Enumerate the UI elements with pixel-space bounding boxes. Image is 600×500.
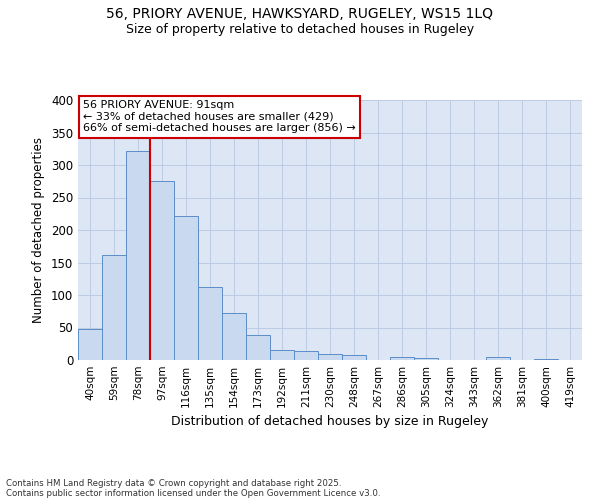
Bar [318,354,342,360]
Bar [414,358,438,360]
Bar [174,216,198,360]
Bar [534,358,558,360]
Bar [198,287,222,360]
Bar [150,181,174,360]
Text: Contains HM Land Registry data © Crown copyright and database right 2025.: Contains HM Land Registry data © Crown c… [6,478,341,488]
Bar [126,150,150,360]
Y-axis label: Number of detached properties: Number of detached properties [32,137,46,323]
Bar [294,351,318,360]
Bar [270,350,294,360]
Bar [342,356,366,360]
Bar [486,358,510,360]
Text: Contains public sector information licensed under the Open Government Licence v3: Contains public sector information licen… [6,488,380,498]
Text: 56, PRIORY AVENUE, HAWKSYARD, RUGELEY, WS15 1LQ: 56, PRIORY AVENUE, HAWKSYARD, RUGELEY, W… [107,8,493,22]
Text: 56 PRIORY AVENUE: 91sqm
← 33% of detached houses are smaller (429)
66% of semi-d: 56 PRIORY AVENUE: 91sqm ← 33% of detache… [83,100,356,133]
Text: Size of property relative to detached houses in Rugeley: Size of property relative to detached ho… [126,22,474,36]
Bar [78,329,102,360]
Bar [246,336,270,360]
X-axis label: Distribution of detached houses by size in Rugeley: Distribution of detached houses by size … [172,416,488,428]
Bar [390,358,414,360]
Bar [102,256,126,360]
Bar [222,313,246,360]
